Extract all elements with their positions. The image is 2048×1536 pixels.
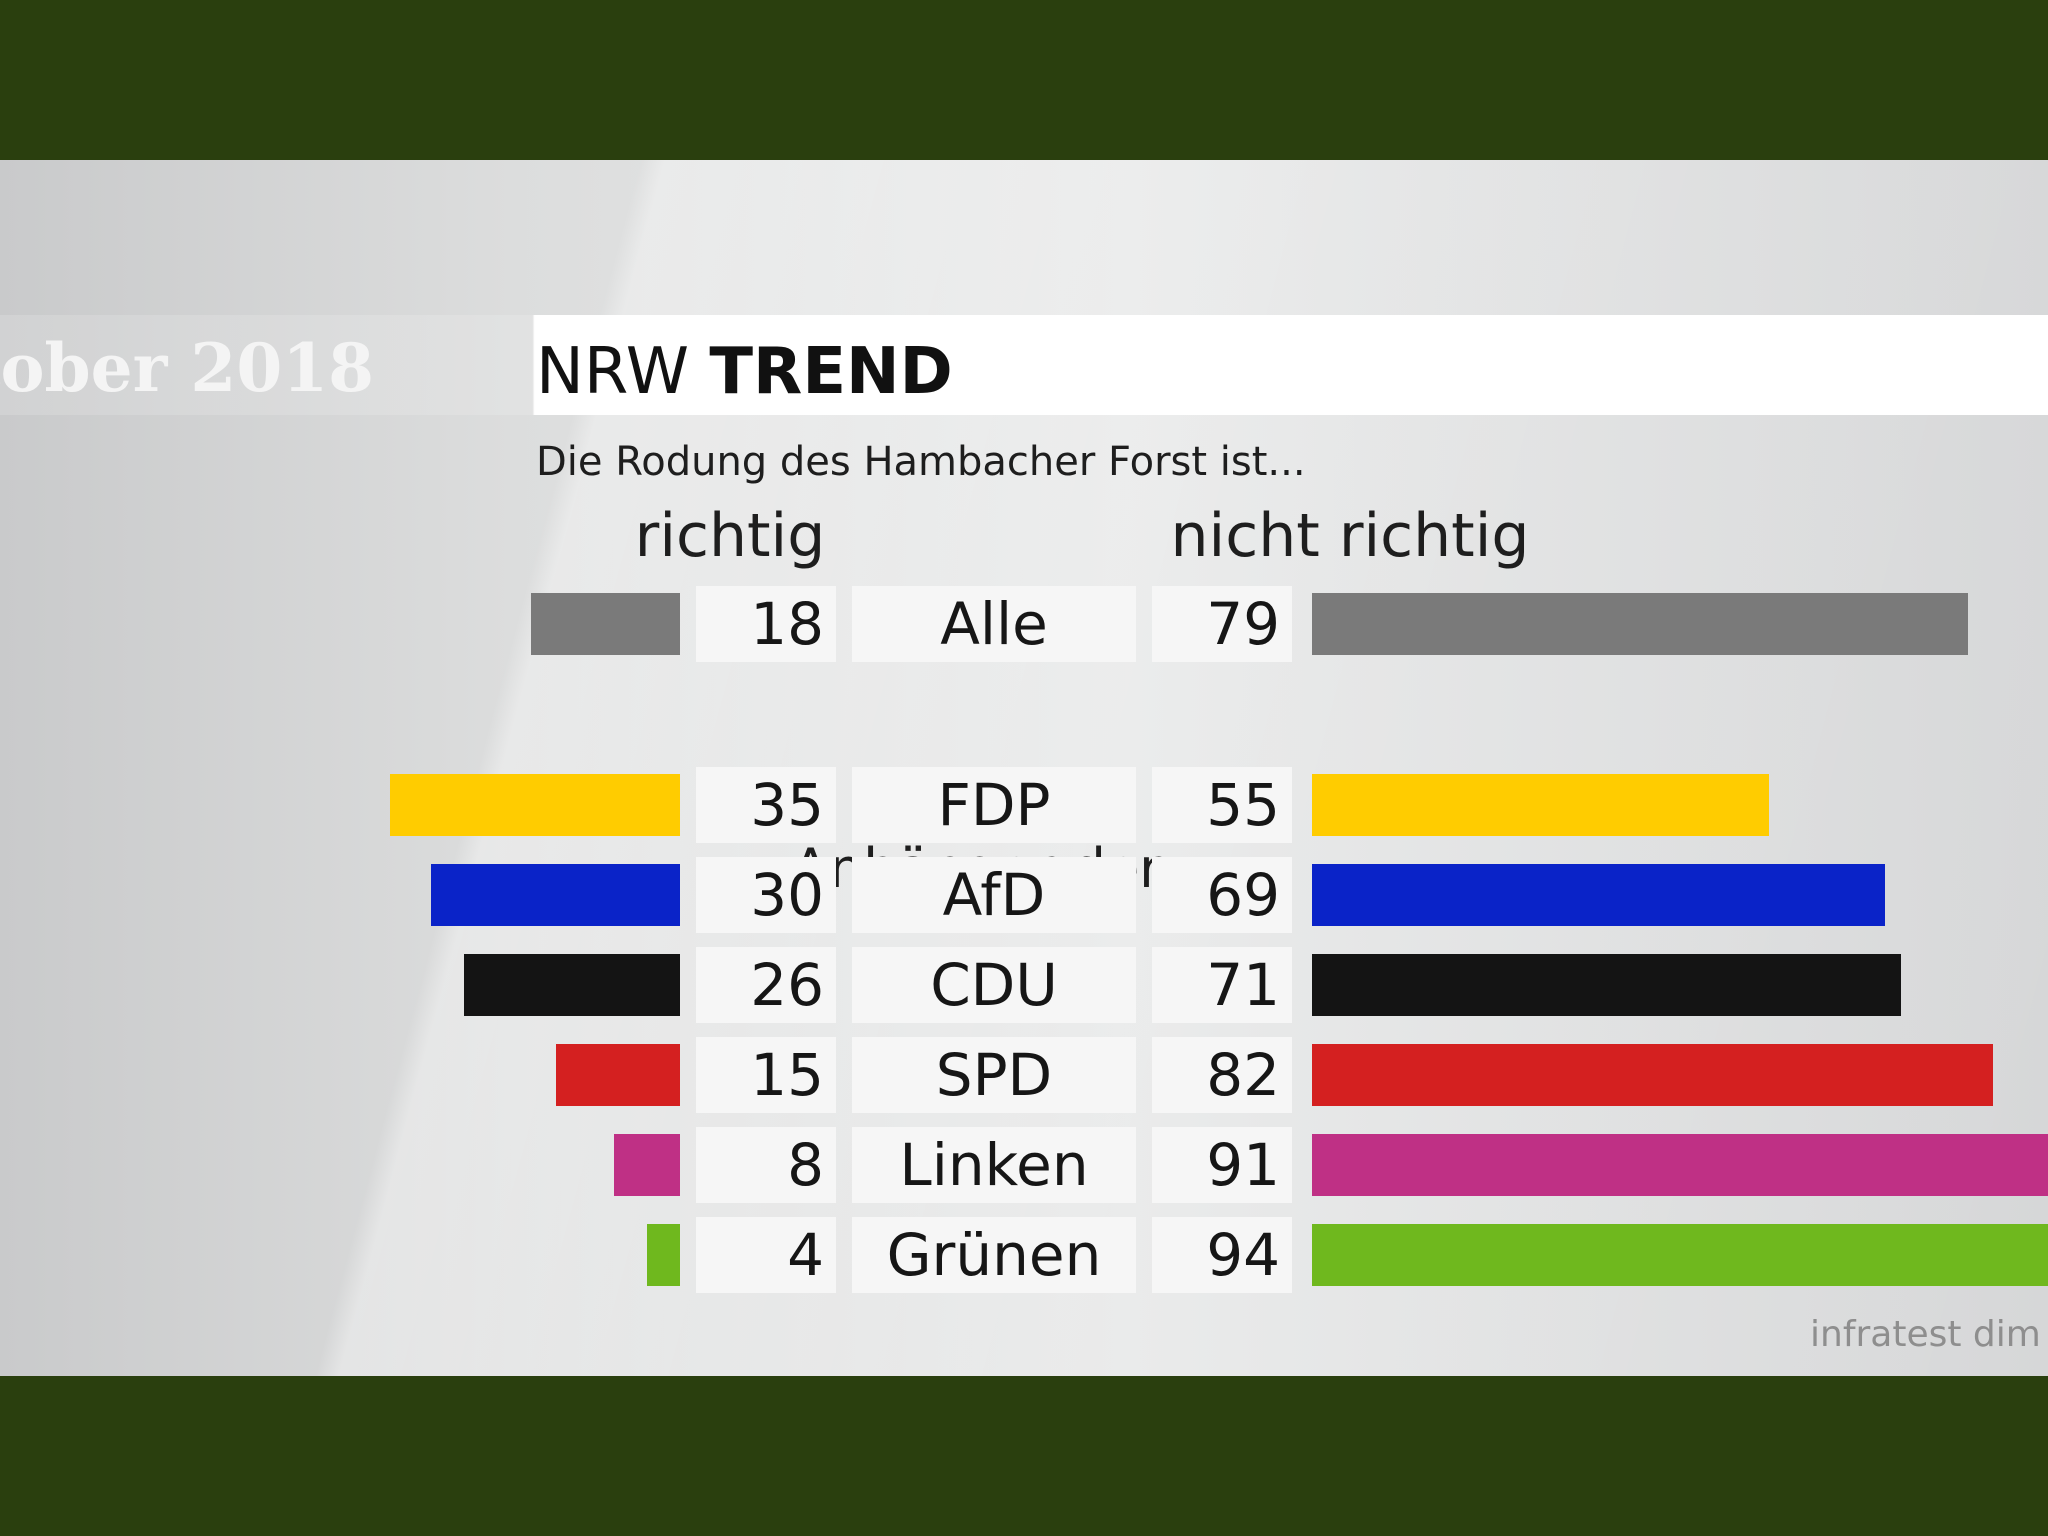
bar-richtig-fdp xyxy=(389,774,680,836)
value-nicht-richtig-spd: 82 xyxy=(1152,1037,1292,1113)
row-label-linken: Linken xyxy=(852,1127,1136,1203)
column-header-richtig: richtig xyxy=(634,501,826,571)
bar-nicht-richtig-fdp xyxy=(1312,774,1769,836)
value-nicht-richtig-alle: 79 xyxy=(1152,586,1292,662)
value-richtig-gr-nen: 4 xyxy=(696,1217,836,1293)
bar-richtig-linken xyxy=(613,1134,680,1196)
header-band xyxy=(0,315,2048,415)
date-label: tober 2018 xyxy=(0,329,375,407)
row-label-gr-nen: Grünen xyxy=(852,1217,1136,1293)
row-label-spd: SPD xyxy=(852,1037,1136,1113)
bar-nicht-richtig-alle xyxy=(1312,593,1968,655)
question-text: Die Rodung des Hambacher Forst ist... xyxy=(536,439,1306,485)
value-richtig-fdp: 35 xyxy=(696,767,836,843)
value-richtig-linken: 8 xyxy=(696,1127,836,1203)
row-label-afd: AfD xyxy=(852,857,1136,933)
bar-richtig-alle xyxy=(530,593,680,655)
bar-nicht-richtig-cdu xyxy=(1312,954,1902,1016)
value-richtig-cdu: 26 xyxy=(696,947,836,1023)
bar-nicht-richtig-afd xyxy=(1312,864,1885,926)
row-label-alle: Alle xyxy=(852,586,1136,662)
row-label-cdu: CDU xyxy=(852,947,1136,1023)
value-nicht-richtig-fdp: 55 xyxy=(1152,767,1292,843)
value-nicht-richtig-gr-nen: 94 xyxy=(1152,1217,1292,1293)
value-richtig-spd: 15 xyxy=(696,1037,836,1113)
value-nicht-richtig-afd: 69 xyxy=(1152,857,1292,933)
bar-nicht-richtig-linken xyxy=(1312,1134,2048,1196)
chart-title: NRW TREND xyxy=(536,332,953,412)
row-label-fdp: FDP xyxy=(852,767,1136,843)
value-nicht-richtig-linken: 91 xyxy=(1152,1127,1292,1203)
value-richtig-afd: 30 xyxy=(696,857,836,933)
title-bold: TREND xyxy=(709,335,953,409)
source-label: infratest dim xyxy=(1810,1314,2041,1355)
title-regular: NRW xyxy=(536,335,710,409)
bar-nicht-richtig-spd xyxy=(1312,1044,1993,1106)
bar-richtig-afd xyxy=(431,864,680,926)
bar-richtig-cdu xyxy=(464,954,680,1016)
value-richtig-alle: 18 xyxy=(696,586,836,662)
bar-richtig-gr-nen xyxy=(646,1224,680,1286)
bar-nicht-richtig-gr-nen xyxy=(1312,1224,2048,1286)
value-nicht-richtig-cdu: 71 xyxy=(1152,947,1292,1023)
bar-richtig-spd xyxy=(555,1044,680,1106)
chart-panel: tober 2018 NRW TREND Die Rodung des Hamb… xyxy=(0,160,2048,1376)
column-header-nicht-richtig: nicht richtig xyxy=(1170,501,1530,571)
